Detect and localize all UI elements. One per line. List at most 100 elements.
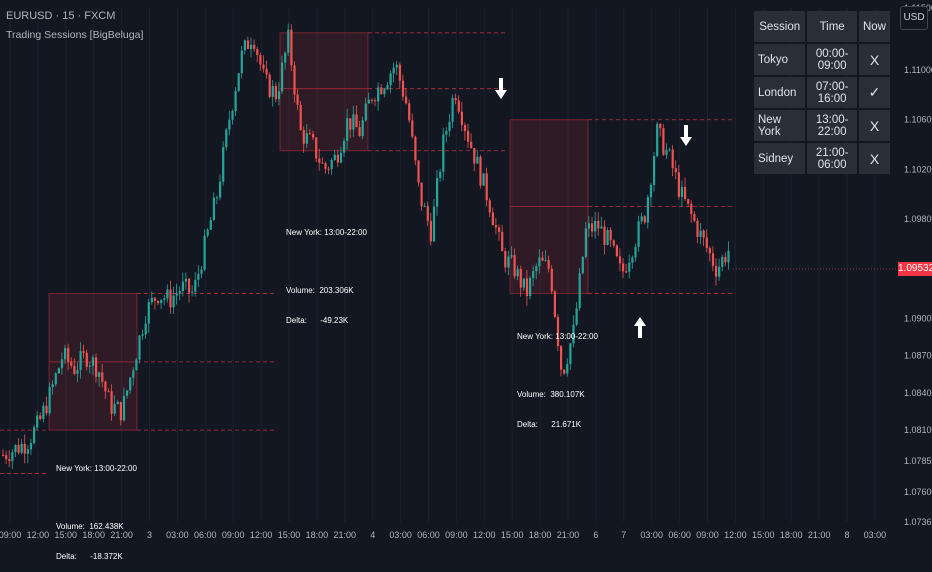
candle-body <box>479 156 482 186</box>
candle-body <box>318 158 321 163</box>
x-tick-label: 8 <box>844 530 849 540</box>
candle-body <box>702 230 705 238</box>
x-tick-label: 03:00 <box>864 530 887 540</box>
y-tick-label: 1.11000 <box>904 65 932 75</box>
session-name: Tokyo <box>754 44 806 75</box>
candle-body <box>327 168 330 170</box>
candle-body <box>436 177 439 207</box>
candle-body <box>116 401 119 405</box>
candle-body <box>339 152 343 163</box>
candle-body <box>324 163 327 169</box>
candle-body <box>609 229 612 241</box>
candle-body <box>575 308 578 325</box>
currency-button[interactable]: USD <box>900 6 928 30</box>
symbol-title[interactable]: EURUSD · 15 · FXCM <box>6 10 116 22</box>
candle-body <box>525 278 529 296</box>
candle-body <box>150 297 153 303</box>
candle-body <box>274 85 277 100</box>
session-time: 21:00-06:00 <box>807 143 857 174</box>
candle-body <box>107 391 110 393</box>
candle-body <box>153 297 157 301</box>
candle-body <box>343 141 346 153</box>
indicator-title[interactable]: Trading Sessions [BigBeluga] <box>6 29 144 41</box>
candle-body <box>250 44 253 50</box>
candle-body <box>485 173 488 201</box>
candle-body <box>57 368 60 374</box>
candle-body <box>711 253 715 266</box>
volume-value: 162.438K <box>89 522 124 531</box>
candle-body <box>237 73 240 92</box>
session-status-icon: ✓ <box>858 77 890 108</box>
table-row: Tokyo 00:00-09:00 X <box>754 44 890 75</box>
candle-body <box>591 223 594 232</box>
candle-body <box>42 405 45 419</box>
candle-body <box>612 240 615 246</box>
candle-body <box>281 62 284 92</box>
candle-body <box>631 257 634 263</box>
candle-body <box>606 229 609 245</box>
candle-body <box>569 343 572 364</box>
candle-body <box>293 65 296 95</box>
candle-body <box>420 182 423 207</box>
candle-body <box>622 263 625 272</box>
candle-body <box>494 225 498 228</box>
candle-body <box>67 348 70 362</box>
x-tick-label: 15:00 <box>752 530 775 540</box>
candle-body <box>668 149 671 151</box>
candle-body <box>556 316 560 347</box>
candle-body <box>532 271 535 278</box>
candle-body <box>510 255 513 257</box>
candle-body <box>253 44 256 50</box>
x-tick-label: 4 <box>370 530 375 540</box>
candle-body <box>476 156 479 164</box>
candle-body <box>538 257 541 267</box>
candle-body <box>423 206 426 208</box>
x-tick-label: 12:00 <box>724 530 747 540</box>
candle-body <box>560 346 563 370</box>
candle-body <box>243 40 246 51</box>
candle-body <box>370 99 374 101</box>
candle-body <box>473 148 476 164</box>
y-tick-label: 1.08700 <box>904 351 932 361</box>
x-tick-label: 21:00 <box>110 530 133 540</box>
candlestick-chart[interactable]: 1.115001.110001.106001.102001.098001.094… <box>0 0 932 550</box>
candle-body <box>271 85 274 97</box>
candle-body <box>572 324 575 344</box>
candle-body <box>215 197 219 199</box>
session-annotation: New York: 13:00-22:00 Volume: 162.438K D… <box>56 444 137 572</box>
arrow-down-icon <box>495 78 507 99</box>
candle-body <box>191 291 194 293</box>
delta-value: -49.23K <box>320 316 349 325</box>
candle-body <box>45 405 48 414</box>
session-status-icon: X <box>858 143 890 174</box>
candle-body <box>386 85 389 90</box>
session-annotation: New York: 13:00-22:00 Volume: 203.306K D… <box>286 208 367 336</box>
candle-body <box>724 257 727 263</box>
candle-body <box>640 216 643 222</box>
candle-body <box>315 137 318 159</box>
candle-body <box>166 289 169 299</box>
x-tick-label: 09:00 <box>0 530 21 540</box>
candle-body <box>377 87 380 102</box>
candle-body <box>79 351 82 370</box>
candle-body <box>367 99 370 104</box>
candle-body <box>169 289 172 308</box>
candle-body <box>132 370 135 378</box>
candle-body <box>104 381 107 392</box>
y-tick-label: 1.10200 <box>904 164 932 174</box>
candle-body <box>33 427 36 444</box>
session-name: Sidney <box>754 143 806 174</box>
arrow-down-icon <box>680 125 692 146</box>
candle-body <box>287 29 290 53</box>
x-tick-label: 3 <box>147 530 152 540</box>
candle-body <box>358 127 361 137</box>
session-time: 00:00-09:00 <box>807 44 857 75</box>
session-label: New York: 13:00-22:00 <box>286 228 367 237</box>
candle-body <box>665 149 668 155</box>
header-now: Now <box>858 11 890 42</box>
candle-body <box>138 335 141 360</box>
candle-body <box>361 120 364 137</box>
candle-body <box>628 262 631 272</box>
session-name: New York <box>754 110 806 141</box>
candle-body <box>383 89 386 95</box>
